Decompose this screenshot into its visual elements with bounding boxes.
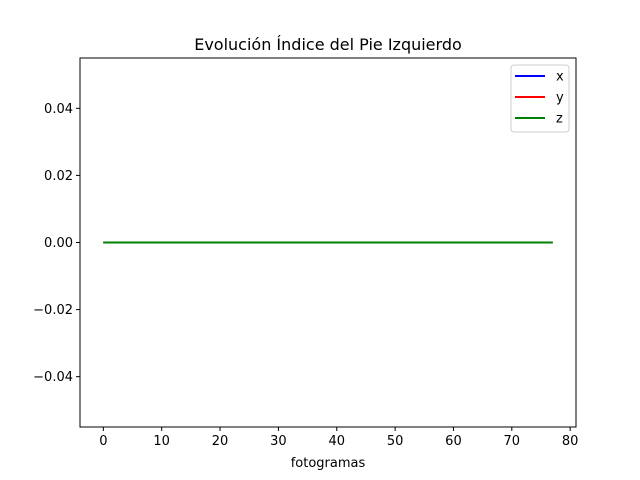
legend-label-x: x bbox=[556, 70, 564, 85]
x-tick-label: 80 bbox=[562, 434, 579, 449]
x-tick-label: 10 bbox=[153, 434, 170, 449]
x-tick-label: 50 bbox=[387, 434, 404, 449]
x-tick-label: 40 bbox=[328, 434, 345, 449]
x-axis-label: fotogramas bbox=[291, 456, 366, 471]
y-tick-label: 0.04 bbox=[44, 102, 73, 117]
x-tick-label: 60 bbox=[445, 434, 462, 449]
x-tick-label: 0 bbox=[99, 434, 107, 449]
y-tick-label: 0.02 bbox=[44, 169, 73, 184]
y-tick-label: −0.02 bbox=[33, 303, 73, 318]
y-tick-label: −0.04 bbox=[33, 370, 73, 385]
legend-box bbox=[510, 64, 570, 133]
x-axis-ticks: 0 10 20 30 40 50 60 70 80 bbox=[99, 427, 578, 449]
chart-title: Evolución Índice del Pie Izquierdo bbox=[194, 35, 462, 54]
x-tick-label: 70 bbox=[504, 434, 521, 449]
legend-label-y: y bbox=[556, 91, 564, 106]
legend: xyz bbox=[510, 64, 570, 133]
x-tick-label: 30 bbox=[270, 434, 287, 449]
x-tick-label: 20 bbox=[212, 434, 229, 449]
y-axis-ticks: −0.04 −0.02 0.00 0.02 0.04 bbox=[33, 102, 80, 385]
y-tick-label: 0.00 bbox=[44, 236, 73, 251]
legend-label-z: z bbox=[556, 112, 563, 127]
